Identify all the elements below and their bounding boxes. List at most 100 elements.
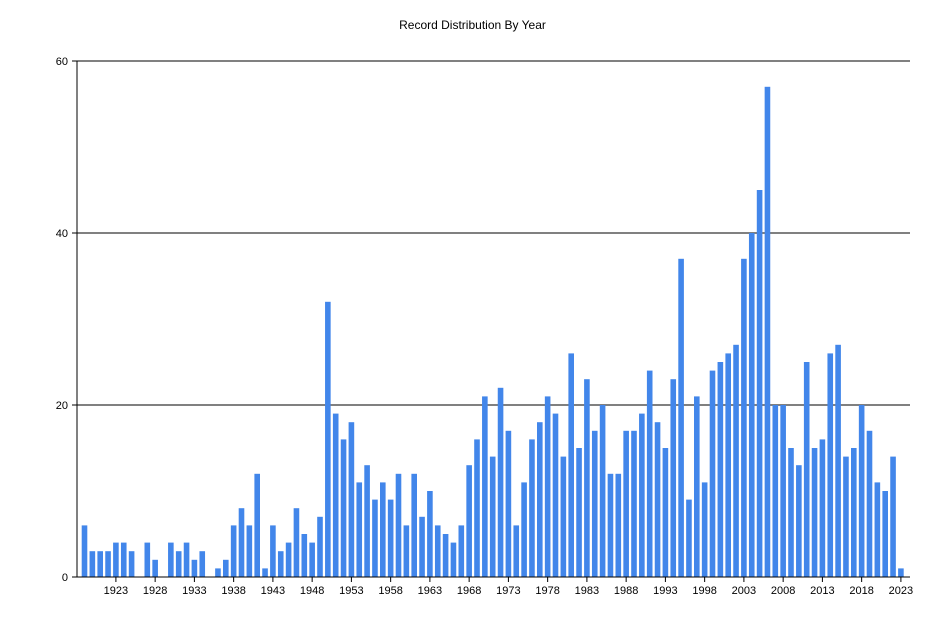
bar-1977 (537, 422, 543, 577)
bar-1987 (615, 473, 622, 577)
bar-2006 (764, 86, 771, 578)
bar-1982 (576, 448, 582, 577)
bar-1932 (183, 542, 190, 577)
bar-1964 (434, 525, 441, 577)
bar-1979 (552, 413, 559, 577)
x-tick-label: 2013 (810, 585, 834, 597)
x-tick-label: 1938 (221, 585, 245, 597)
bar-1959 (395, 473, 402, 577)
bar-2021 (882, 491, 888, 577)
bar-1942 (262, 568, 268, 577)
x-tick-label: 1963 (418, 585, 442, 597)
bar-1944 (277, 551, 284, 577)
bar-1919 (81, 525, 88, 577)
bar-1971 (489, 456, 496, 577)
bar-2013 (819, 439, 826, 577)
bar-1961 (411, 473, 417, 577)
bar-2010 (796, 465, 802, 577)
bar-1951 (332, 413, 339, 577)
bar-1973 (505, 430, 512, 577)
bar-1997 (694, 396, 700, 577)
x-tick-label: 1933 (182, 585, 206, 597)
bar-2004 (748, 233, 755, 577)
bar-1946 (293, 508, 300, 577)
bar-1937 (223, 559, 229, 577)
x-tick-label: 1973 (496, 585, 520, 597)
bar-1993 (662, 448, 669, 577)
x-tick-label: 1988 (614, 585, 638, 597)
x-tick-label: 2008 (771, 585, 795, 597)
bar-1940 (246, 525, 253, 577)
bar-1953 (348, 422, 355, 577)
bar-1925 (128, 551, 135, 577)
bars (81, 86, 904, 578)
bar-1945 (285, 542, 292, 577)
bar-1939 (238, 508, 245, 577)
bar-1983 (584, 379, 590, 577)
bar-2022 (890, 456, 896, 577)
bar-1920 (89, 551, 96, 577)
bar-1994 (670, 379, 677, 577)
y-tick-label: 60 (56, 56, 68, 68)
bar-2011 (803, 362, 810, 577)
bar-1930 (168, 542, 174, 577)
bar-1996 (686, 499, 692, 577)
bar-1958 (387, 499, 394, 577)
chart-title: Record Distribution By Year (399, 18, 546, 32)
bar-1966 (450, 542, 457, 577)
axes (72, 60, 910, 582)
bar-1936 (215, 568, 221, 577)
bar-1931 (175, 551, 182, 577)
bar-1933 (191, 559, 198, 577)
bar-2016 (843, 456, 849, 577)
tick-labels: 0 20 40 60 1923 1928 1933 1938 1943 1948 1953 1958 1… (56, 56, 913, 597)
bar-1948 (309, 542, 315, 577)
bar-1975 (521, 482, 527, 577)
x-tick-label: 1923 (104, 585, 128, 597)
bar-1962 (419, 516, 425, 577)
y-tick-label: 20 (56, 400, 68, 412)
bar-2023 (898, 568, 904, 577)
bar-1957 (380, 482, 386, 577)
bar-1943 (270, 525, 276, 577)
bar-2014 (827, 353, 834, 577)
bar-1938 (230, 525, 237, 577)
bar-1963 (427, 491, 433, 577)
bar-1960 (403, 525, 410, 577)
x-tick-label: 1943 (261, 585, 285, 597)
bar-1965 (442, 534, 449, 577)
x-tick-label: 1983 (575, 585, 599, 597)
bar-1978 (544, 396, 551, 577)
bar-1991 (646, 370, 653, 577)
bar-1986 (607, 473, 614, 577)
bar-1970 (482, 396, 488, 577)
x-tick-label: 1998 (692, 585, 716, 597)
bar-1980 (560, 456, 567, 577)
x-tick-label: 1958 (378, 585, 402, 597)
bar-1924 (120, 542, 127, 577)
x-tick-label: 1993 (653, 585, 677, 597)
bar-2005 (756, 190, 763, 577)
bar-2017 (851, 448, 857, 577)
bar-1947 (301, 534, 308, 577)
bar-2001 (725, 353, 731, 577)
bar-1981 (568, 353, 574, 577)
bar-1956 (372, 499, 378, 577)
bar-1990 (639, 413, 645, 577)
bar-2003 (741, 258, 747, 577)
bar-1968 (466, 465, 472, 577)
y-tick-label: 40 (56, 228, 68, 240)
bar-1950 (325, 301, 331, 577)
bar-2018 (858, 405, 865, 577)
bar-1976 (529, 439, 535, 577)
bar-2019 (866, 430, 873, 577)
bar-1928 (152, 559, 158, 577)
bar-1985 (599, 405, 606, 577)
bar-1998 (701, 482, 708, 577)
bar-1984 (591, 430, 598, 577)
bar-1923 (113, 542, 119, 577)
bar-2007 (772, 405, 779, 577)
bar-2002 (733, 344, 739, 577)
bar-2020 (874, 482, 881, 577)
